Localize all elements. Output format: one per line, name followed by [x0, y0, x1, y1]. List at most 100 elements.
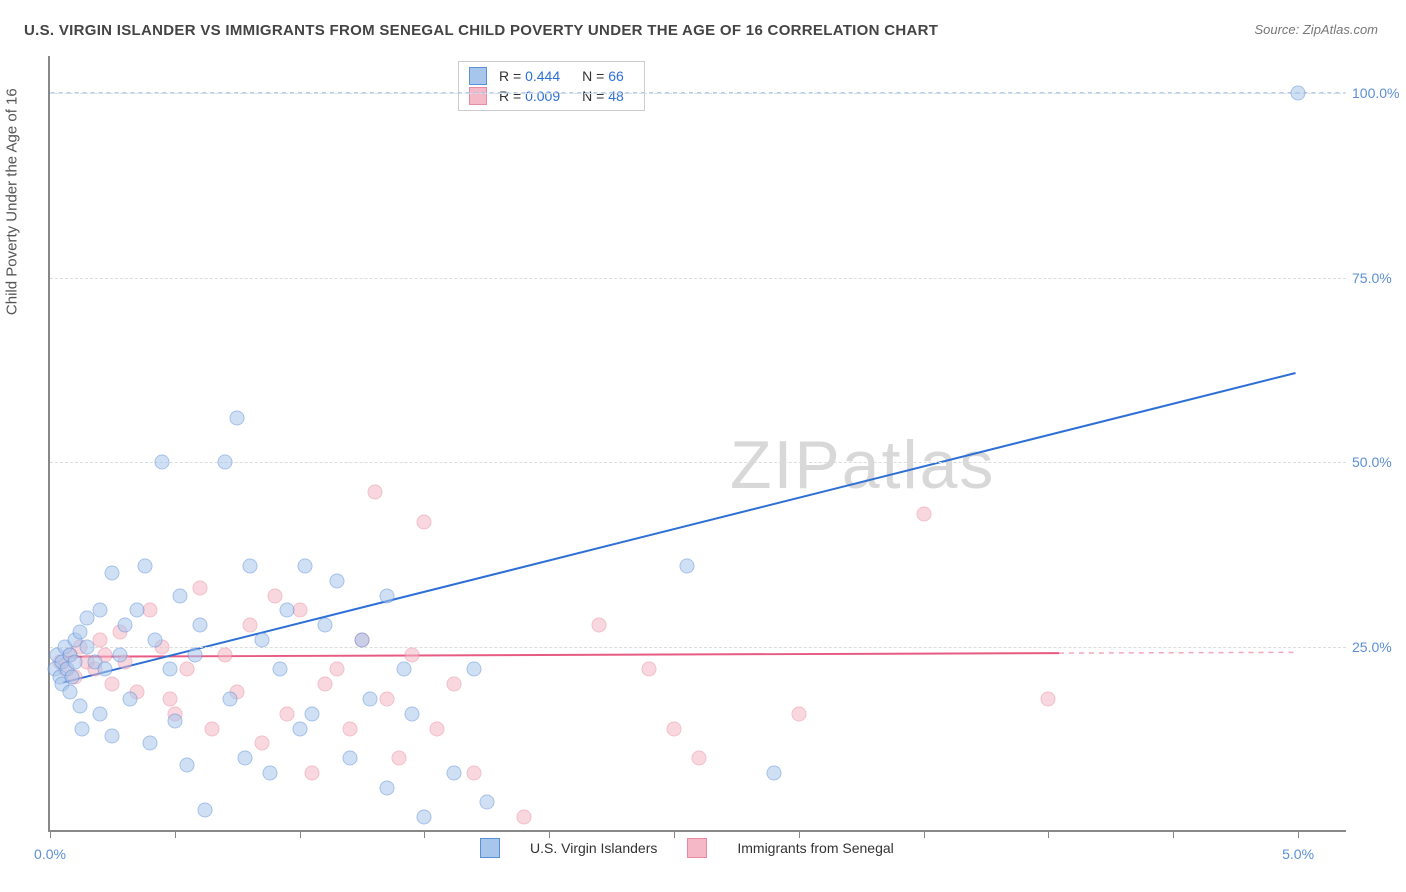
blue-point [197, 802, 212, 817]
pink-point [404, 647, 419, 662]
stats-row-blue: R = 0.444 N = 66 [469, 66, 634, 86]
pink-point [317, 677, 332, 692]
blue-point [305, 706, 320, 721]
pink-point [692, 751, 707, 766]
y-tick-label: 75.0% [1352, 270, 1406, 286]
pink-point [217, 647, 232, 662]
blue-point [404, 706, 419, 721]
pink-point [592, 618, 607, 633]
blue-point [467, 662, 482, 677]
x-tick [50, 830, 51, 838]
blue-point [172, 588, 187, 603]
x-tick [549, 830, 550, 838]
watermark: ZIPatlas [730, 426, 995, 504]
blue-point [272, 662, 287, 677]
x-tick [1173, 830, 1174, 838]
blue-point [105, 566, 120, 581]
blue-point [255, 632, 270, 647]
pink-point [916, 507, 931, 522]
n-value-pink: 48 [608, 88, 624, 104]
blue-point [80, 640, 95, 655]
blue-point [72, 699, 87, 714]
blue-point [162, 662, 177, 677]
blue-point [122, 691, 137, 706]
pink-point [467, 765, 482, 780]
blue-point [397, 662, 412, 677]
blue-point [65, 669, 80, 684]
blue-point [155, 455, 170, 470]
y-axis-label: Child Poverty Under the Age of 16 [4, 88, 21, 315]
x-tick [1048, 830, 1049, 838]
pink-point [367, 485, 382, 500]
pink-point [429, 721, 444, 736]
blue-point [292, 721, 307, 736]
blue-point [147, 632, 162, 647]
n-label: N = [582, 68, 604, 84]
blue-point [262, 765, 277, 780]
pink-point [305, 765, 320, 780]
blue-point [180, 758, 195, 773]
pink-point [267, 588, 282, 603]
stats-legend: R = 0.444 N = 66 R = 0.009 N = 48 [458, 61, 645, 111]
swatch-blue [469, 67, 487, 85]
legend-swatch-pink [687, 838, 707, 858]
blue-point [62, 684, 77, 699]
blue-point [92, 603, 107, 618]
blue-point [192, 618, 207, 633]
blue-point [342, 751, 357, 766]
pink-point [791, 706, 806, 721]
blue-point [280, 603, 295, 618]
legend-label-blue: U.S. Virgin Islanders [530, 840, 657, 856]
x-tick [674, 830, 675, 838]
blue-point [417, 810, 432, 825]
pink-point [667, 721, 682, 736]
blue-point [92, 706, 107, 721]
blue-point [379, 588, 394, 603]
gridline [50, 647, 1346, 648]
legend-label-pink: Immigrants from Senegal [737, 840, 893, 856]
y-tick-label: 25.0% [1352, 639, 1406, 655]
gridline [50, 93, 1346, 94]
x-tick [799, 830, 800, 838]
pink-point [162, 691, 177, 706]
n-label: N = [582, 88, 604, 104]
n-value-blue: 66 [608, 68, 624, 84]
blue-point [130, 603, 145, 618]
trend-lines [50, 56, 1346, 830]
y-tick-label: 100.0% [1352, 85, 1406, 101]
blue-point [112, 647, 127, 662]
blue-point [355, 632, 370, 647]
pink-point [330, 662, 345, 677]
legend-swatch-blue [480, 838, 500, 858]
blue-point [97, 662, 112, 677]
blue-point [1291, 85, 1306, 100]
blue-point [217, 455, 232, 470]
pink-point [192, 581, 207, 596]
bottom-legend: U.S. Virgin Islanders Immigrants from Se… [480, 838, 894, 858]
x-tick-label: 5.0% [1282, 846, 1314, 862]
blue-point [105, 728, 120, 743]
x-tick-label: 0.0% [34, 846, 66, 862]
x-tick [424, 830, 425, 838]
blue-point [67, 655, 82, 670]
blue-point [142, 736, 157, 751]
pink-point [517, 810, 532, 825]
blue-point [297, 558, 312, 573]
pink-point [447, 677, 462, 692]
r-value-pink: 0.009 [525, 88, 560, 104]
blue-point [167, 714, 182, 729]
r-value-blue: 0.444 [525, 68, 560, 84]
blue-point [222, 691, 237, 706]
blue-point [187, 647, 202, 662]
blue-point [362, 691, 377, 706]
blue-point [317, 618, 332, 633]
r-label: R = [499, 88, 521, 104]
x-tick [924, 830, 925, 838]
swatch-pink [469, 87, 487, 105]
pink-point [105, 677, 120, 692]
blue-point [766, 765, 781, 780]
pink-point [1041, 691, 1056, 706]
blue-point [479, 795, 494, 810]
blue-point [72, 625, 87, 640]
watermark-zip: ZIP [730, 427, 842, 503]
